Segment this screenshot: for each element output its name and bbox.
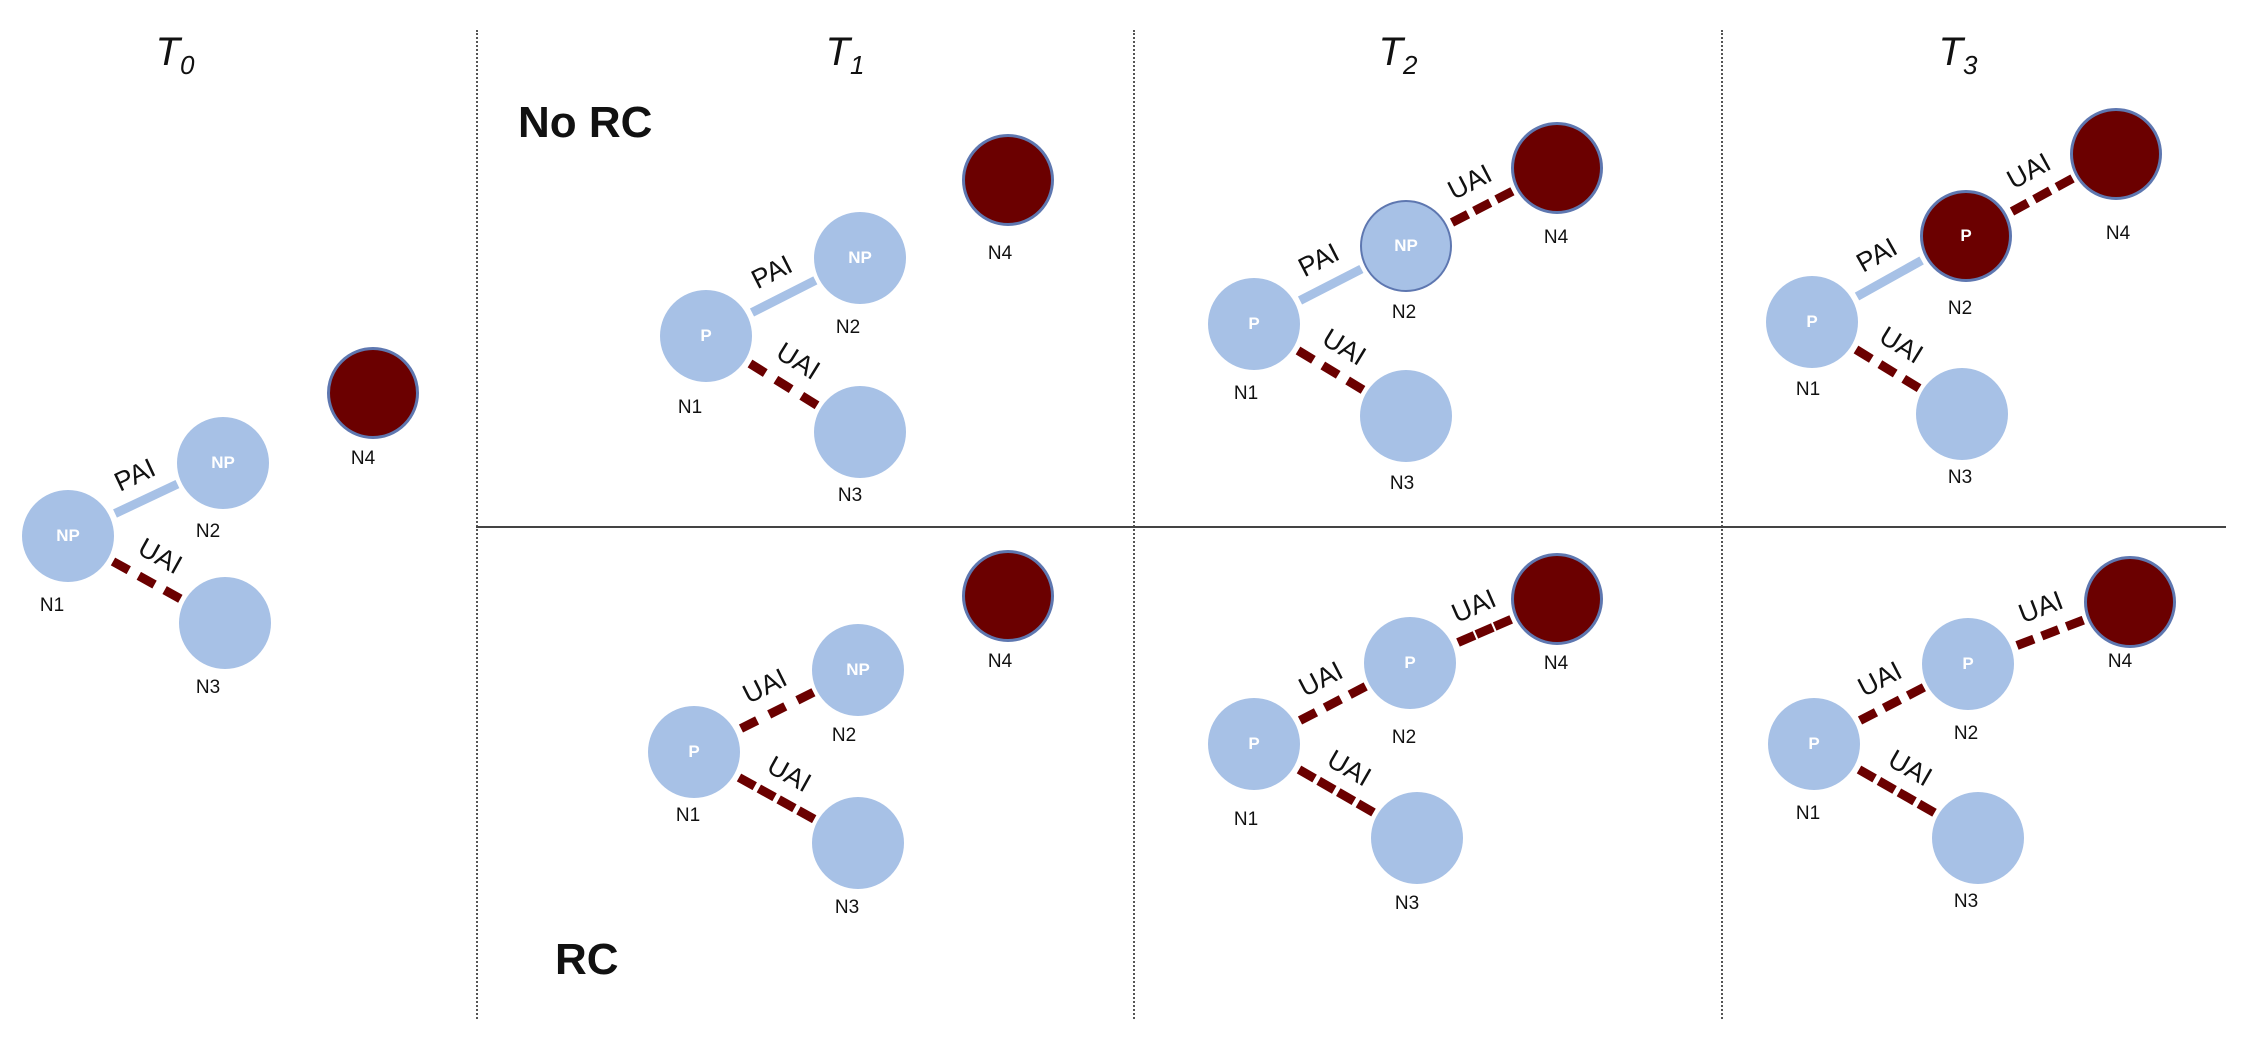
node-t1-rc-n4 xyxy=(962,550,1054,642)
node-t3-rc-n2: P xyxy=(1922,618,2014,710)
node-label-t1-rc-n1: N1 xyxy=(675,805,701,826)
node-t1-no-rc-n1: P xyxy=(660,290,752,382)
divider-no-rc-rc xyxy=(476,526,2226,528)
node-t1-rc-n2: NP xyxy=(812,624,904,716)
node-t2-no-rc-n4 xyxy=(1511,122,1603,214)
title-t0-sub: 0 xyxy=(179,50,195,80)
node-label-t0-n3: N3 xyxy=(195,677,221,698)
node-label-t1-rc-n3: N3 xyxy=(834,897,860,918)
title-t2-base: T xyxy=(1378,30,1403,74)
node-status-t3-no-rc-n1: P xyxy=(1806,312,1818,331)
node-t0-n3 xyxy=(179,577,271,669)
node-t3-no-rc-n2: P xyxy=(1920,190,2012,282)
node-t1-no-rc-n3 xyxy=(814,386,906,478)
title-t1-sub: 1 xyxy=(849,50,865,80)
node-status-t3-no-rc-n2: P xyxy=(1960,226,1972,245)
divider-t0-t1 xyxy=(476,30,478,1019)
node-label-t2-rc-n2: N2 xyxy=(1391,727,1417,748)
node-status-t2-no-rc-n2: NP xyxy=(1394,236,1418,255)
node-t3-rc-n4 xyxy=(2084,556,2176,648)
node-label-t1-no-rc-n3: N3 xyxy=(837,485,863,506)
node-t3-no-rc-n3 xyxy=(1916,368,2008,460)
node-label-t3-no-rc-n1: N1 xyxy=(1795,379,1821,400)
node-status-t2-no-rc-n1: P xyxy=(1248,314,1260,333)
node-t1-rc-n3 xyxy=(812,797,904,889)
node-label-t3-rc-n4: N4 xyxy=(2107,651,2133,672)
node-label-t2-no-rc-n2: N2 xyxy=(1391,302,1417,323)
node-label-t3-no-rc-n4: N4 xyxy=(2105,223,2131,244)
node-label-t1-no-rc-n2: N2 xyxy=(835,317,861,338)
node-status-t0-n1: NP xyxy=(56,526,80,545)
node-t2-no-rc-n3 xyxy=(1360,370,1452,462)
title-t1-base: T xyxy=(825,30,850,74)
node-status-t1-no-rc-n1: P xyxy=(700,326,712,345)
node-label-t1-rc-n4: N4 xyxy=(987,651,1013,672)
node-label-t2-no-rc-n1: N1 xyxy=(1233,383,1259,404)
node-t2-rc-n3 xyxy=(1371,792,1463,884)
title-t3-base: T xyxy=(1938,30,1963,74)
node-label-t2-rc-n3: N3 xyxy=(1394,893,1420,914)
node-label-t1-no-rc-n1: N1 xyxy=(677,397,703,418)
node-t2-no-rc-n1: P xyxy=(1208,278,1300,370)
node-t3-rc-n1: P xyxy=(1768,698,1860,790)
node-label-t2-no-rc-n3: N3 xyxy=(1389,473,1415,494)
row-label-rc: RC xyxy=(555,935,619,984)
title-t3-sub: 3 xyxy=(1962,50,1978,80)
node-status-t2-rc-n2: P xyxy=(1404,653,1416,672)
node-label-t3-no-rc-n2: N2 xyxy=(1947,298,1973,319)
node-t3-rc-n3 xyxy=(1932,792,2024,884)
title-t2-sub: 2 xyxy=(1402,50,1418,80)
node-status-t2-rc-n1: P xyxy=(1248,734,1260,753)
node-label-t3-rc-n3: N3 xyxy=(1953,891,1979,912)
node-t2-rc-n2: P xyxy=(1364,617,1456,709)
node-label-t0-n2: N2 xyxy=(195,521,221,542)
node-label-t3-no-rc-n3: N3 xyxy=(1947,467,1973,488)
node-label-t2-rc-n1: N1 xyxy=(1233,809,1259,830)
node-t0-n2: NP xyxy=(177,417,269,509)
node-label-t2-rc-n4: N4 xyxy=(1543,653,1569,674)
node-label-t0-n1: N1 xyxy=(39,595,65,616)
node-t2-no-rc-n2: NP xyxy=(1360,200,1452,292)
node-t2-rc-n4 xyxy=(1511,553,1603,645)
row-label-no-rc: No RC xyxy=(518,98,653,147)
node-t0-n1: NP xyxy=(22,490,114,582)
title-t0-base: T xyxy=(155,30,180,74)
node-status-t3-rc-n2: P xyxy=(1962,654,1974,673)
title-t1: T1 xyxy=(745,30,945,81)
node-status-t1-no-rc-n2: NP xyxy=(848,248,872,267)
node-t3-no-rc-n4 xyxy=(2070,108,2162,200)
node-status-t3-rc-n1: P xyxy=(1808,734,1820,753)
title-t0: T0 xyxy=(75,30,275,81)
node-label-t2-no-rc-n4: N4 xyxy=(1543,227,1569,248)
node-t1-no-rc-n4 xyxy=(962,134,1054,226)
node-status-t1-rc-n2: NP xyxy=(846,660,870,679)
node-t1-rc-n1: P xyxy=(648,706,740,798)
node-status-t1-rc-n1: P xyxy=(688,742,700,761)
node-t3-no-rc-n1: P xyxy=(1766,276,1858,368)
node-t2-rc-n1: P xyxy=(1208,698,1300,790)
node-label-t3-rc-n2: N2 xyxy=(1953,723,1979,744)
title-t2: T2 xyxy=(1298,30,1498,81)
node-label-t0-n4: N4 xyxy=(350,448,376,469)
node-status-t0-n2: NP xyxy=(211,453,235,472)
node-label-t1-rc-n2: N2 xyxy=(831,725,857,746)
title-t3: T3 xyxy=(1858,30,2058,81)
divider-t1-t2 xyxy=(1133,30,1135,1019)
divider-t2-t3 xyxy=(1721,30,1723,1019)
node-t0-n4 xyxy=(327,347,419,439)
node-label-t3-rc-n1: N1 xyxy=(1795,803,1821,824)
node-label-t1-no-rc-n4: N4 xyxy=(987,243,1013,264)
node-t1-no-rc-n2: NP xyxy=(814,212,906,304)
